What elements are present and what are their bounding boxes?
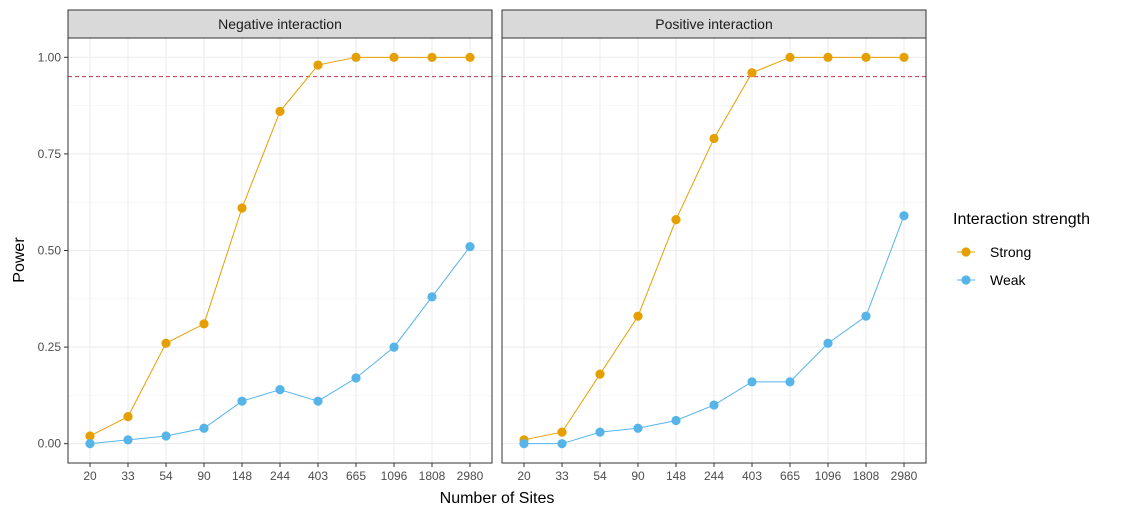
data-point [519,439,529,449]
data-point [161,338,171,348]
data-point [823,52,833,62]
data-point [161,431,171,441]
legend: Interaction strength Strong Weak [953,211,1090,288]
legend-item-strong: Strong [957,244,1031,260]
series-weak [519,211,909,449]
x-axis: 20 33 54 90 148 244 403 665 1096 1808 2980 [83,463,484,483]
y-tick-label: 0.75 [38,147,62,161]
x-tick-label: 20 [83,469,97,483]
panels-layer: Negative interaction 20 33 54 90 148 244 403 665… [67,9,927,483]
x-tick-label: 665 [780,469,800,483]
data-point [709,400,719,410]
data-point [351,52,361,62]
panel-1: Negative interaction 20 33 54 90 148 244 403 665… [67,9,493,483]
data-point [785,377,795,387]
series-weak [85,242,475,449]
x-tick-label: 1096 [381,469,408,483]
data-point [123,435,133,445]
data-point [823,338,833,348]
data-point [237,396,247,406]
x-tick-label: 403 [742,469,762,483]
data-point [709,133,719,144]
data-point [595,427,605,437]
x-tick-label: 33 [121,469,135,483]
data-point [557,427,567,437]
y-tick-label: 0.50 [38,244,62,258]
data-point [861,52,871,62]
data-point [427,52,437,62]
x-tick-label: 1808 [853,469,880,483]
x-tick-label: 244 [270,469,290,483]
data-point [351,373,361,383]
panel-2: Positive interaction 20 33 54 90 148 244 403 665… [501,9,927,483]
legend-marker [961,247,971,257]
panel-title: Positive interaction [655,16,773,32]
x-tick-label: 54 [159,469,173,483]
legend-label: Weak [990,272,1027,288]
data-point [275,106,285,117]
series-strong [85,52,475,441]
data-point [671,214,681,225]
x-tick-label: 1808 [419,469,446,483]
y-axis-title: Power [11,237,28,283]
x-tick-label: 20 [517,469,531,483]
data-point [595,369,605,379]
legend-label: Strong [990,244,1031,260]
x-axis: 20 33 54 90 148 244 403 665 1096 1808 2980 [517,463,918,483]
legend-marker [961,275,971,285]
data-point [899,211,909,221]
data-point [633,423,643,433]
x-tick-label: 403 [308,469,328,483]
data-point [671,415,681,426]
data-point [633,311,643,321]
data-point [85,431,95,441]
data-point [85,439,95,449]
panel-strip [67,9,493,39]
gridlines [502,38,926,463]
x-tick-label: 1096 [815,469,842,483]
panel-title: Negative interaction [218,16,342,32]
data-point [123,412,133,422]
data-point [785,52,795,62]
legend-title: Interaction strength [953,211,1090,228]
data-point [199,423,209,433]
y-tick-label: 1.00 [38,50,62,64]
data-point [427,292,437,302]
data-point [389,52,399,62]
series-strong [519,52,909,445]
x-tick-label: 244 [704,469,724,483]
y-tick-label: 0.25 [38,340,62,354]
data-point [861,311,871,321]
data-point [389,342,399,352]
x-tick-label: 148 [666,469,686,483]
data-point [465,52,475,62]
data-point [747,68,757,78]
x-tick-label: 90 [197,469,211,483]
data-point [199,319,209,329]
x-tick-label: 33 [555,469,569,483]
y-tick-label: 0.00 [38,437,62,451]
data-point [313,60,323,70]
x-tick-label: 90 [631,469,645,483]
data-point [275,384,285,395]
data-point [747,377,757,387]
data-point [899,52,909,62]
data-point [465,242,475,252]
data-point [237,203,247,213]
x-tick-label: 54 [593,469,607,483]
data-point [557,439,567,449]
x-tick-label: 148 [232,469,252,483]
x-tick-label: 2980 [457,469,484,483]
x-tick-label: 2980 [891,469,918,483]
legend-item-weak: Weak [957,272,1027,288]
x-tick-label: 665 [346,469,366,483]
data-point [313,396,323,406]
x-axis-title: Number of Sites [440,490,555,507]
gridlines [68,38,492,463]
y-axis: 0.00 0.25 0.50 0.75 1.00 [38,50,68,451]
